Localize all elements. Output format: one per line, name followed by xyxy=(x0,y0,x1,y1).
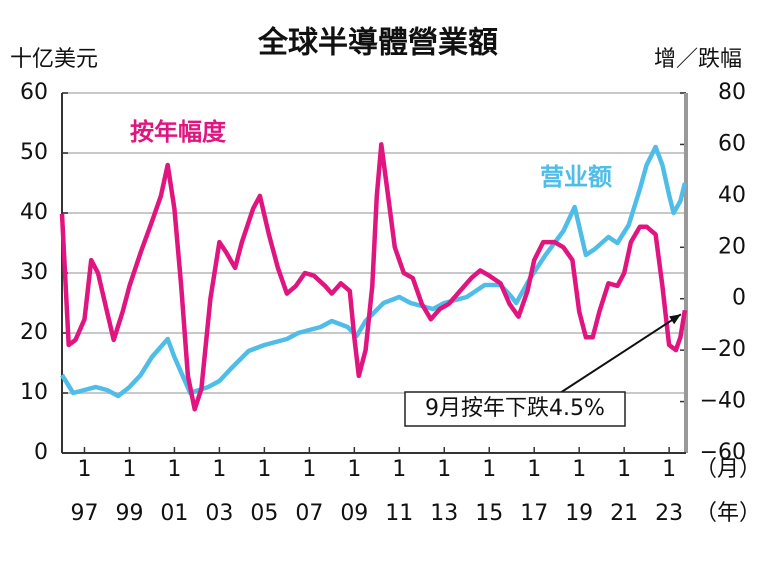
x-tick-month: 1 xyxy=(122,457,136,482)
y-tick-label: 30 xyxy=(20,260,48,285)
x-tick-label: 11 xyxy=(385,501,413,526)
y2-tick-label: 60 xyxy=(718,131,746,156)
x-tick-label: 13 xyxy=(430,501,458,526)
series-label: 营业额 xyxy=(540,163,612,191)
annotation-box xyxy=(404,391,626,427)
x-tick-label: 05 xyxy=(250,501,278,526)
x-tick-label: 17 xyxy=(520,501,548,526)
chart-title: 全球半導體營業額 xyxy=(257,26,498,61)
x-tick-month: 1 xyxy=(167,457,181,482)
y-tick-label: 0 xyxy=(34,440,48,465)
x-tick-month: 1 xyxy=(347,457,361,482)
x-tick-label: 01 xyxy=(160,501,188,526)
x-tick-label: 97 xyxy=(70,501,98,526)
annotation: 9月按年下跌4.5% xyxy=(425,396,605,421)
x-tick-month: 1 xyxy=(77,457,91,482)
x-tick-label: 07 xyxy=(295,501,323,526)
x-tick-label: 21 xyxy=(610,501,638,526)
x-tick-label: 19 xyxy=(565,501,593,526)
x-tick-month: 1 xyxy=(572,457,586,482)
annotation-arrow xyxy=(559,313,682,394)
y-tick-label: 40 xyxy=(20,200,48,225)
x-tick-month: 1 xyxy=(437,457,451,482)
x-tick-label: 99 xyxy=(115,501,143,526)
y-tick-label: 50 xyxy=(20,140,48,165)
x-tick-month: 1 xyxy=(392,457,406,482)
x-tick-month: 1 xyxy=(302,457,316,482)
y-tick-label: 10 xyxy=(20,380,48,405)
series-line xyxy=(60,144,688,399)
y2-tick-label: 20 xyxy=(718,234,746,259)
y-tick-label: 20 xyxy=(20,320,48,345)
x-tick-label: 03 xyxy=(205,501,233,526)
y2-tick-label: −60 xyxy=(700,440,746,465)
series-label: 按年幅度 xyxy=(130,118,227,146)
x-tick-month: 1 xyxy=(662,457,676,482)
y-tick-label: 60 xyxy=(20,80,48,105)
x-tick-month: 1 xyxy=(527,457,541,482)
y2-tick-label: 40 xyxy=(718,183,746,208)
annotation-arrowhead xyxy=(669,314,681,325)
x-tick-label: 15 xyxy=(475,501,503,526)
y-axis-label: 十亿美元 xyxy=(10,47,98,72)
series-line xyxy=(59,142,688,412)
y2-tick-label: −20 xyxy=(700,337,746,362)
x-tick-label: 09 xyxy=(340,501,368,526)
y2-tick-label: −40 xyxy=(700,389,746,414)
y2-tick-label: 80 xyxy=(718,80,746,105)
x-tick-month: 1 xyxy=(617,457,631,482)
x-unit-month: （月） xyxy=(695,457,761,482)
x-unit-year: （年） xyxy=(695,501,761,526)
x-tick-label: 23 xyxy=(655,501,683,526)
y2-axis-label: 增／跌幅 xyxy=(654,47,742,72)
x-tick-month: 1 xyxy=(212,457,226,482)
y2-tick-label: 0 xyxy=(732,286,746,311)
x-tick-month: 1 xyxy=(482,457,496,482)
x-tick-month: 1 xyxy=(257,457,271,482)
